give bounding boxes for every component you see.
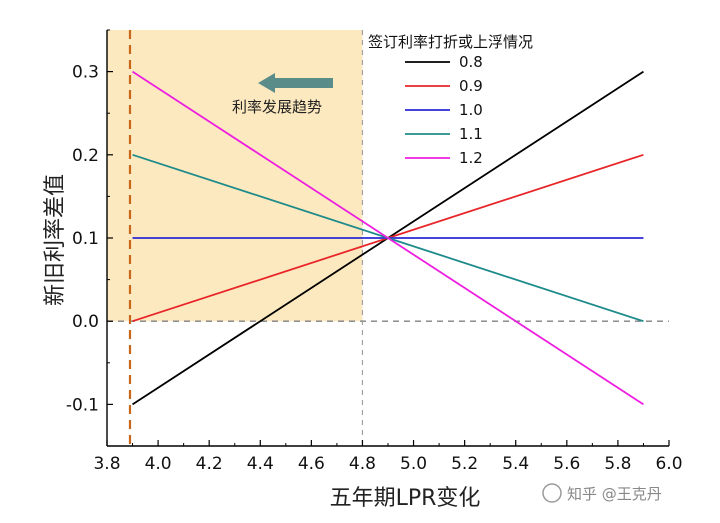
- legend-label-1.1: 1.1: [459, 125, 483, 143]
- shaded-region: [107, 30, 363, 322]
- y-tick-label: -0.1: [66, 395, 99, 415]
- x-tick-label: 6.0: [655, 454, 682, 474]
- x-tick-label: 5.0: [400, 454, 427, 474]
- x-tick-label: 4.2: [196, 454, 223, 474]
- legend-label-1.2: 1.2: [459, 149, 483, 167]
- x-tick-label: 4.6: [298, 454, 325, 474]
- x-tick-label: 5.4: [502, 454, 529, 474]
- legend-title: 签订利率打折或上浮情况: [368, 33, 533, 51]
- y-tick-label: 0.0: [72, 312, 99, 332]
- y-tick-label: 0.1: [72, 229, 99, 249]
- trend-annotation: 利率发展趋势: [232, 98, 322, 116]
- x-tick-label: 5.2: [451, 454, 478, 474]
- legend-label-0.8: 0.8: [459, 53, 483, 71]
- y-tick-label: 0.3: [72, 63, 99, 83]
- x-tick-label: 4.0: [145, 454, 172, 474]
- watermark: 知乎 @王克丹: [542, 483, 662, 503]
- legend-label-1.0: 1.0: [459, 101, 483, 119]
- x-tick-label: 3.8: [93, 454, 120, 474]
- x-axis-title: 五年期LPR变化: [330, 486, 481, 511]
- y-tick-label: 0.2: [72, 146, 99, 166]
- x-tick-label: 4.4: [247, 454, 274, 474]
- left-arrow-icon: [258, 73, 333, 93]
- x-tick-label: 4.8: [349, 454, 376, 474]
- watermark-text: 知乎 @王克丹: [567, 485, 662, 503]
- legend-label-0.9: 0.9: [459, 77, 483, 95]
- y-axis-title: 新旧利率差值: [43, 174, 68, 306]
- x-tick-label: 5.6: [553, 454, 580, 474]
- chat-bubble-icon: [542, 483, 562, 503]
- x-tick-label: 5.8: [604, 454, 631, 474]
- series-line-1.2: [132, 70, 644, 406]
